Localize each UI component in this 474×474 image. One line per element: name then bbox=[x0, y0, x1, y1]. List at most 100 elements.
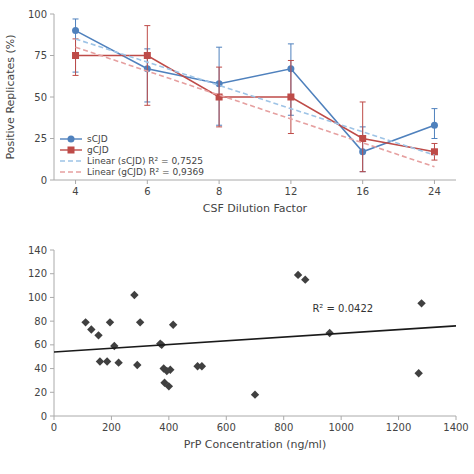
chart-root: 0255075100468121624CSF Dilution FactorPo… bbox=[0, 0, 474, 474]
x-tick bbox=[290, 180, 291, 184]
error-bar-cap bbox=[73, 75, 79, 76]
series bbox=[54, 326, 456, 352]
x-tick-label: 200 bbox=[102, 422, 121, 433]
x-tick bbox=[456, 416, 457, 420]
error-bar-cap bbox=[360, 101, 366, 102]
y-tick-label: 80 bbox=[34, 316, 47, 327]
plot-area bbox=[54, 271, 456, 399]
marker bbox=[72, 52, 79, 59]
series-line bbox=[76, 39, 435, 155]
x-tick bbox=[434, 180, 435, 184]
marker bbox=[166, 366, 174, 374]
x-tick-label: 0 bbox=[51, 422, 57, 433]
marker bbox=[103, 357, 111, 365]
marker bbox=[169, 321, 177, 329]
error-bar-cap bbox=[431, 138, 437, 139]
x-tick-label: 1000 bbox=[328, 422, 353, 433]
x-axis-line bbox=[54, 180, 456, 181]
error-bar bbox=[431, 109, 437, 139]
error-bar-cap bbox=[144, 105, 150, 106]
legend: sCJDgCJDLinear (sCJD) R² = 0,7525Linear … bbox=[60, 134, 204, 177]
error-bar-cap bbox=[431, 160, 437, 161]
marker bbox=[68, 147, 75, 154]
marker bbox=[294, 271, 302, 279]
x-axis-title: CSF Dilution Factor bbox=[203, 202, 308, 215]
legend-label: sCJD bbox=[87, 134, 108, 144]
y-tick-label: 100 bbox=[28, 9, 47, 20]
x-tick bbox=[168, 416, 169, 420]
legend-item: Linear (sCJD) R² = 0,7525 bbox=[60, 156, 203, 166]
chart-panel: 0255075100468121624CSF Dilution FactorPo… bbox=[4, 9, 456, 216]
x-tick-label: 4 bbox=[72, 186, 78, 197]
error-bar bbox=[360, 102, 366, 172]
legend-item: Linear (gCJD) R² = 0,9369 bbox=[60, 167, 204, 177]
marker bbox=[106, 318, 114, 326]
axes: 0204060801001201400200400600800100012001… bbox=[28, 245, 469, 434]
series-line bbox=[76, 47, 435, 167]
y-tick bbox=[50, 368, 54, 369]
marker bbox=[96, 357, 104, 365]
y-tick-label: 40 bbox=[34, 363, 47, 374]
y-axis-title: Positive Replicates (%) bbox=[4, 34, 17, 159]
axes: 0255075100468121624 bbox=[28, 9, 456, 198]
series bbox=[72, 26, 438, 172]
error-bar-cap bbox=[288, 43, 294, 44]
x-tick-label: 16 bbox=[356, 186, 369, 197]
error-bar-cap bbox=[360, 171, 366, 172]
x-tick bbox=[54, 416, 55, 420]
x-tick-label: 400 bbox=[159, 422, 178, 433]
series bbox=[76, 39, 435, 155]
error-bar-cap bbox=[73, 18, 79, 19]
legend-label: Linear (gCJD) R² = 0,9369 bbox=[87, 167, 204, 177]
marker bbox=[251, 390, 259, 398]
marker bbox=[114, 358, 122, 366]
x-tick bbox=[362, 180, 363, 184]
marker bbox=[431, 148, 438, 155]
error-bar-cap bbox=[288, 133, 294, 134]
marker bbox=[165, 382, 173, 390]
marker bbox=[68, 136, 75, 143]
marker bbox=[287, 94, 294, 101]
error-bar-cap bbox=[288, 60, 294, 61]
y-tick bbox=[50, 344, 54, 345]
marker bbox=[431, 122, 438, 129]
legend-swatch bbox=[60, 171, 82, 172]
x-tick bbox=[283, 416, 284, 420]
x-tick-label: 600 bbox=[217, 422, 236, 433]
y-tick-label: 75 bbox=[34, 50, 47, 61]
x-tick-label: 24 bbox=[428, 186, 441, 197]
legend-item: gCJD bbox=[60, 145, 109, 155]
y-tick-label: 20 bbox=[34, 387, 47, 398]
series-line bbox=[76, 31, 435, 152]
y-tick bbox=[50, 321, 54, 322]
y-tick bbox=[50, 297, 54, 298]
y-tick bbox=[50, 14, 54, 15]
x-tick bbox=[341, 416, 342, 420]
marker bbox=[87, 325, 95, 333]
x-tick bbox=[75, 180, 76, 184]
series bbox=[72, 19, 438, 172]
x-tick-label: 6 bbox=[144, 186, 150, 197]
x-tick bbox=[398, 416, 399, 420]
marker bbox=[414, 369, 422, 377]
error-bar bbox=[144, 26, 150, 106]
y-tick bbox=[50, 273, 54, 274]
x-tick-label: 1400 bbox=[443, 422, 468, 433]
plot-area bbox=[72, 19, 438, 172]
legend-item: sCJD bbox=[60, 134, 108, 144]
error-bar-stem bbox=[147, 26, 148, 106]
y-tick bbox=[50, 416, 54, 417]
error-bar bbox=[73, 39, 79, 76]
error-bar-cap bbox=[431, 143, 437, 144]
y-tick-label: 50 bbox=[34, 92, 47, 103]
y-tick bbox=[50, 250, 54, 251]
x-tick bbox=[111, 416, 112, 420]
y-tick-label: 100 bbox=[28, 292, 47, 303]
series bbox=[76, 47, 435, 167]
legend-label: gCJD bbox=[87, 145, 109, 155]
marker bbox=[94, 331, 102, 339]
marker bbox=[81, 318, 89, 326]
y-tick-label: 60 bbox=[34, 339, 47, 350]
y-tick bbox=[50, 138, 54, 139]
x-axis-title: PrP Concentration (ng/ml) bbox=[184, 438, 326, 451]
